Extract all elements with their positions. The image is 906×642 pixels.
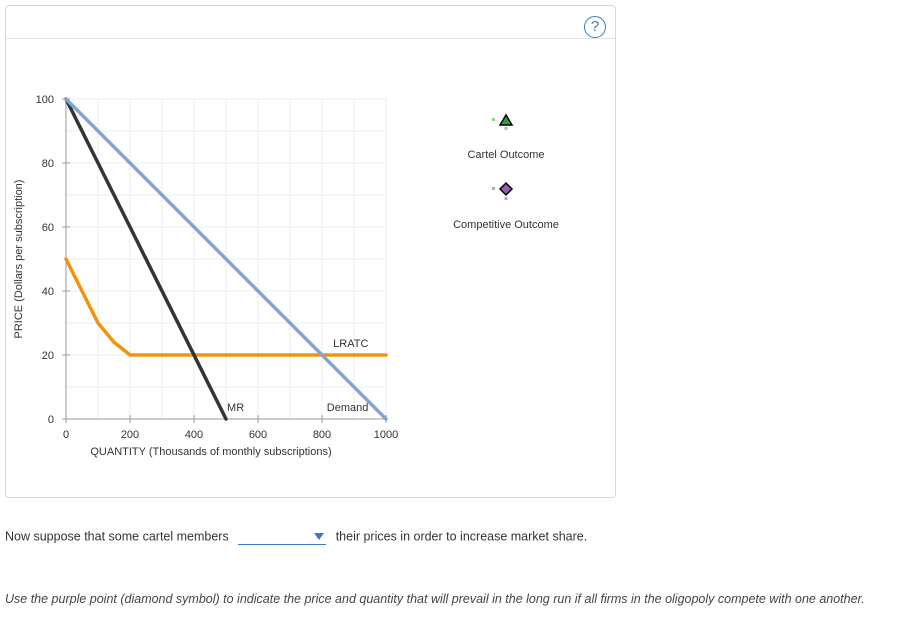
x-tick-label: 200 xyxy=(121,429,139,441)
diamond-dot-left xyxy=(492,187,495,190)
legend-label-cartel: Cartel Outcome xyxy=(467,149,544,161)
y-tick-label: 0 xyxy=(48,414,54,426)
x-tick-label: 0 xyxy=(63,429,69,441)
graph-panel: ? xyxy=(5,5,616,498)
chart-ticks: 0 200 400 600 800 1000 0 20 40 60 80 100 xyxy=(36,94,399,441)
sentence-after: their prices in order to increase market… xyxy=(335,529,588,544)
series-line-demand xyxy=(64,97,388,421)
y-tick-label: 80 xyxy=(42,158,54,170)
y-axis-title: PRICE (Dollars per subscription) xyxy=(13,180,25,339)
legend-label-competitive: Competitive Outcome xyxy=(453,219,559,231)
series-line-mr xyxy=(64,97,228,421)
instruction-text: Use the purple point (diamond symbol) to… xyxy=(5,592,865,606)
diamond-dot-below xyxy=(504,197,508,200)
price-change-dropdown[interactable] xyxy=(238,528,327,545)
triangle-dot-left xyxy=(492,118,495,121)
chart-labels: QUANTITY (Thousands of monthly subscript… xyxy=(13,180,368,458)
x-tick-label: 600 xyxy=(249,429,267,441)
chart-legend: Cartel Outcome Competitive Outcome xyxy=(453,113,559,231)
sentence-before: Now suppose that some cartel members xyxy=(5,529,229,544)
series-label-demand: Demand xyxy=(327,402,369,414)
chevron-down-icon xyxy=(314,533,325,540)
series-line-lratc xyxy=(64,257,388,357)
x-tick-label: 1000 xyxy=(374,429,398,441)
y-tick-label: 40 xyxy=(42,286,54,298)
y-tick-label: 100 xyxy=(36,94,54,106)
x-tick-label: 800 xyxy=(313,429,331,441)
dropdown-sentence: Now suppose that some cartel members the… xyxy=(5,528,587,545)
series-label-mr: MR xyxy=(227,402,244,414)
diamond-icon[interactable] xyxy=(498,181,514,197)
chart-series xyxy=(64,97,388,421)
triangle-dot-below xyxy=(504,127,508,130)
chart[interactable]: 0 200 400 600 800 1000 0 20 40 60 80 100 QUANTITY (… xyxy=(0,0,620,500)
help-button[interactable]: ? xyxy=(584,16,606,38)
x-tick-label: 400 xyxy=(185,429,203,441)
panel-header-divider xyxy=(6,38,615,39)
triangle-icon[interactable] xyxy=(498,113,514,126)
y-tick-label: 20 xyxy=(42,350,54,362)
x-axis-title: QUANTITY (Thousands of monthly subscript… xyxy=(90,446,331,458)
series-label-lratc: LRATC xyxy=(333,338,368,350)
y-tick-label: 60 xyxy=(42,222,54,234)
